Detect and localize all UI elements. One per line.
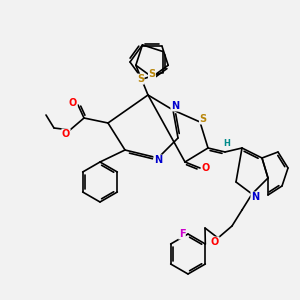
Text: N: N: [154, 155, 162, 165]
Text: O: O: [202, 163, 210, 173]
Text: S: S: [148, 69, 156, 79]
Text: N: N: [171, 101, 179, 111]
Text: S: S: [137, 74, 144, 84]
Text: O: O: [211, 237, 219, 247]
Text: O: O: [62, 129, 70, 139]
Text: N: N: [251, 192, 259, 202]
Text: F: F: [179, 229, 185, 239]
Text: H: H: [224, 140, 230, 148]
Text: S: S: [200, 114, 207, 124]
Text: O: O: [69, 98, 77, 108]
